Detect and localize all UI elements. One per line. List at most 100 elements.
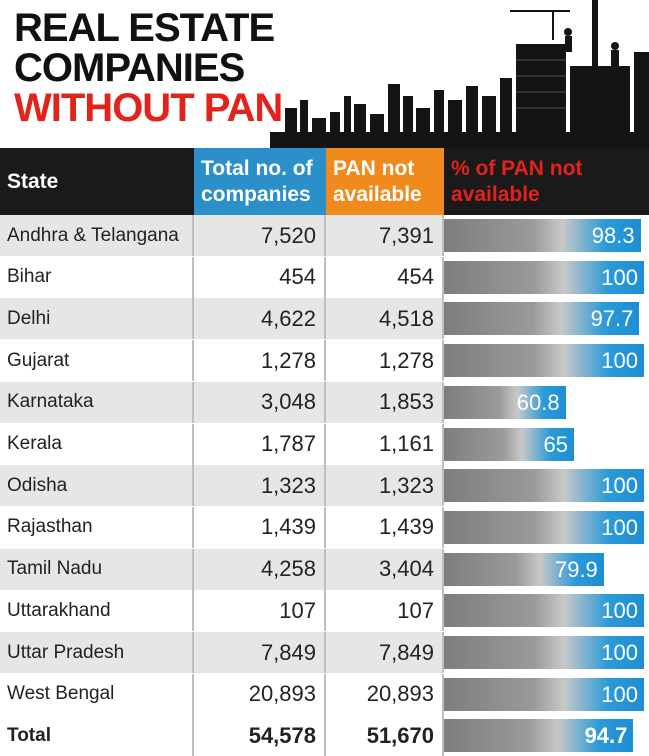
table-header: State Total no. of companies PAN not ava…: [0, 148, 649, 215]
percent-bar-label: 100: [601, 348, 638, 374]
percent-bar: 60.8: [444, 385, 566, 419]
state-cell: Rajasthan: [0, 506, 194, 548]
state-cell: Odisha: [0, 465, 194, 507]
total-companies-cell: 3,048: [194, 381, 326, 423]
total-companies-cell: 4,622: [194, 298, 326, 340]
percent-bar-label: 60.8: [516, 389, 560, 415]
table-row: Uttar Pradesh 7,849 7,849 100: [0, 632, 649, 673]
percent-cell: 60.8: [444, 381, 649, 423]
percent-bar: 65: [444, 427, 574, 461]
construction-skyline-illustration: [270, 0, 649, 148]
total-companies-cell: 54,578: [194, 715, 326, 756]
state-cell: Delhi: [0, 298, 194, 340]
percent-bar-label: 100: [601, 514, 638, 540]
table-row: Gujarat 1,278 1,278 100: [0, 340, 649, 382]
state-cell: West Bengal: [0, 673, 194, 715]
total-companies-cell: 1,278: [194, 340, 326, 382]
percent-cell: 100: [444, 590, 649, 632]
percent-cell: 100: [444, 673, 649, 715]
percent-cell: 100: [444, 465, 649, 507]
column-header-total: Total no. of companies: [194, 148, 326, 215]
pan-not-available-cell: 454: [326, 256, 444, 298]
percent-bar-label: 79.9: [554, 556, 598, 582]
percent-bar: 79.9: [444, 552, 604, 586]
pan-not-available-cell: 7,849: [326, 632, 444, 673]
percent-bar-label: 98.3: [591, 223, 635, 248]
table-row: Odisha 1,323 1,323 100: [0, 465, 649, 507]
state-cell: Karnataka: [0, 381, 194, 423]
table-row: Uttarakhand 107 107 100: [0, 590, 649, 632]
percent-cell: 100: [444, 256, 649, 298]
total-companies-cell: 20,893: [194, 673, 326, 715]
column-header-percent: % of PAN not available: [444, 148, 649, 215]
state-cell: Andhra & Telangana: [0, 215, 194, 256]
total-row: Total 54,578 51,670 94.7: [0, 715, 649, 756]
title-line-1: REAL ESTATE: [14, 6, 275, 50]
percent-cell: 100: [444, 340, 649, 382]
total-companies-cell: 107: [194, 590, 326, 632]
percent-bar-label: 97.7: [590, 306, 634, 332]
pan-not-available-cell: 1,439: [326, 506, 444, 548]
data-table: State Total no. of companies PAN not ava…: [0, 148, 649, 756]
pan-not-available-cell: 51,670: [326, 715, 444, 756]
table-row: Rajasthan 1,439 1,439 100: [0, 506, 649, 548]
percent-bar: 100: [444, 594, 644, 628]
state-cell: Gujarat: [0, 340, 194, 382]
pan-not-available-cell: 7,391: [326, 215, 444, 256]
percent-bar: 98.3: [444, 219, 641, 252]
percent-bar: 97.7: [444, 302, 640, 336]
table-row: West Bengal 20,893 20,893 100: [0, 673, 649, 715]
percent-bar-label: 100: [601, 640, 638, 665]
state-cell: Uttar Pradesh: [0, 632, 194, 673]
state-cell: Kerala: [0, 423, 194, 465]
table-row: Bihar 454 454 100: [0, 256, 649, 298]
total-companies-cell: 4,258: [194, 548, 326, 590]
state-cell: Total: [0, 715, 194, 756]
percent-bar: 100: [444, 636, 644, 669]
total-companies-cell: 1,439: [194, 506, 326, 548]
percent-cell: 100: [444, 632, 649, 673]
pan-not-available-cell: 4,518: [326, 298, 444, 340]
total-companies-cell: 454: [194, 256, 326, 298]
percent-bar: 100: [444, 469, 644, 503]
title: REAL ESTATE COMPANIES WITHOUT PAN: [14, 6, 283, 128]
percent-cell: 94.7: [444, 715, 649, 756]
pan-not-available-cell: 107: [326, 590, 444, 632]
state-cell: Tamil Nadu: [0, 548, 194, 590]
pan-not-available-cell: 3,404: [326, 548, 444, 590]
column-header-pan-not-available: PAN not available: [326, 148, 444, 215]
table-row: Karnataka 3,048 1,853 60.8: [0, 381, 649, 423]
table-row: Tamil Nadu 4,258 3,404 79.9: [0, 548, 649, 590]
total-companies-cell: 7,849: [194, 632, 326, 673]
percent-bar-label: 100: [601, 681, 638, 707]
header: REAL ESTATE COMPANIES WITHOUT PAN: [0, 0, 649, 148]
title-line-2: COMPANIES: [14, 46, 245, 90]
percent-bar: 94.7: [444, 719, 634, 753]
pan-not-available-cell: 1,161: [326, 423, 444, 465]
state-cell: Uttarakhand: [0, 590, 194, 632]
pan-not-available-cell: 20,893: [326, 673, 444, 715]
pan-not-available-cell: 1,853: [326, 381, 444, 423]
percent-bar: 100: [444, 344, 644, 378]
percent-bar-label: 100: [601, 473, 638, 499]
percent-bar: 100: [444, 260, 644, 294]
percent-cell: 98.3: [444, 215, 649, 256]
percent-cell: 97.7: [444, 298, 649, 340]
table-row: Delhi 4,622 4,518 97.7: [0, 298, 649, 340]
total-companies-cell: 7,520: [194, 215, 326, 256]
percent-bar: 100: [444, 510, 644, 544]
percent-bar-label: 94.7: [584, 723, 628, 749]
total-companies-cell: 1,787: [194, 423, 326, 465]
table-row: Kerala 1,787 1,161 65: [0, 423, 649, 465]
state-cell: Bihar: [0, 256, 194, 298]
percent-bar-label: 100: [601, 598, 638, 624]
percent-bar: 100: [444, 677, 644, 711]
table-row: Andhra & Telangana 7,520 7,391 98.3: [0, 215, 649, 256]
percent-cell: 100: [444, 506, 649, 548]
pan-not-available-cell: 1,323: [326, 465, 444, 507]
column-header-state: State: [0, 148, 194, 215]
percent-cell: 79.9: [444, 548, 649, 590]
percent-cell: 65: [444, 423, 649, 465]
percent-bar-label: 100: [601, 264, 638, 290]
